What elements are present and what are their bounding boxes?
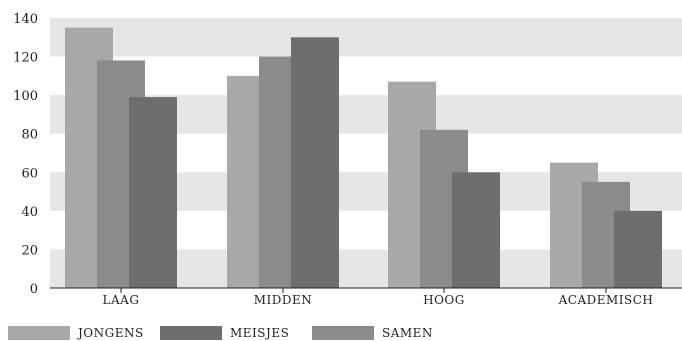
legend-label: SAMEN	[382, 326, 433, 340]
bar-meisjes-laag	[129, 97, 177, 288]
y-tick-label: 60	[21, 166, 38, 181]
x-tick-label: MIDDEN	[254, 293, 313, 307]
x-tick-label: HOOG	[423, 293, 465, 307]
y-tick-label: 0	[30, 282, 38, 297]
bars	[65, 27, 662, 289]
y-tick-label: 20	[21, 243, 38, 258]
legend: JONGENS MEISJES SAMEN	[8, 326, 433, 340]
y-tick-label: 100	[13, 89, 38, 104]
legend-swatch	[160, 326, 222, 340]
y-tick-label: 120	[13, 51, 38, 66]
grid-band	[50, 18, 682, 57]
y-axis-ticks: 0 20 40 60 80 100 120 140	[13, 12, 38, 297]
x-axis-ticks: LAAG MIDDEN HOOG ACADEMISCH	[103, 288, 654, 307]
legend-label: MEISJES	[230, 326, 289, 340]
y-tick-label: 140	[13, 12, 38, 27]
bar-meisjes-academisch	[614, 210, 662, 288]
legend-swatch	[312, 326, 374, 340]
y-tick-label: 40	[21, 205, 38, 220]
bar-meisjes-hoog	[452, 172, 500, 288]
legend-label: JONGENS	[76, 326, 144, 340]
x-tick-label: LAAG	[103, 293, 140, 307]
x-tick-label: ACADEMISCH	[558, 293, 654, 307]
legend-swatch	[8, 326, 70, 340]
bar-meisjes-midden	[291, 37, 339, 289]
y-tick-label: 80	[21, 128, 38, 143]
